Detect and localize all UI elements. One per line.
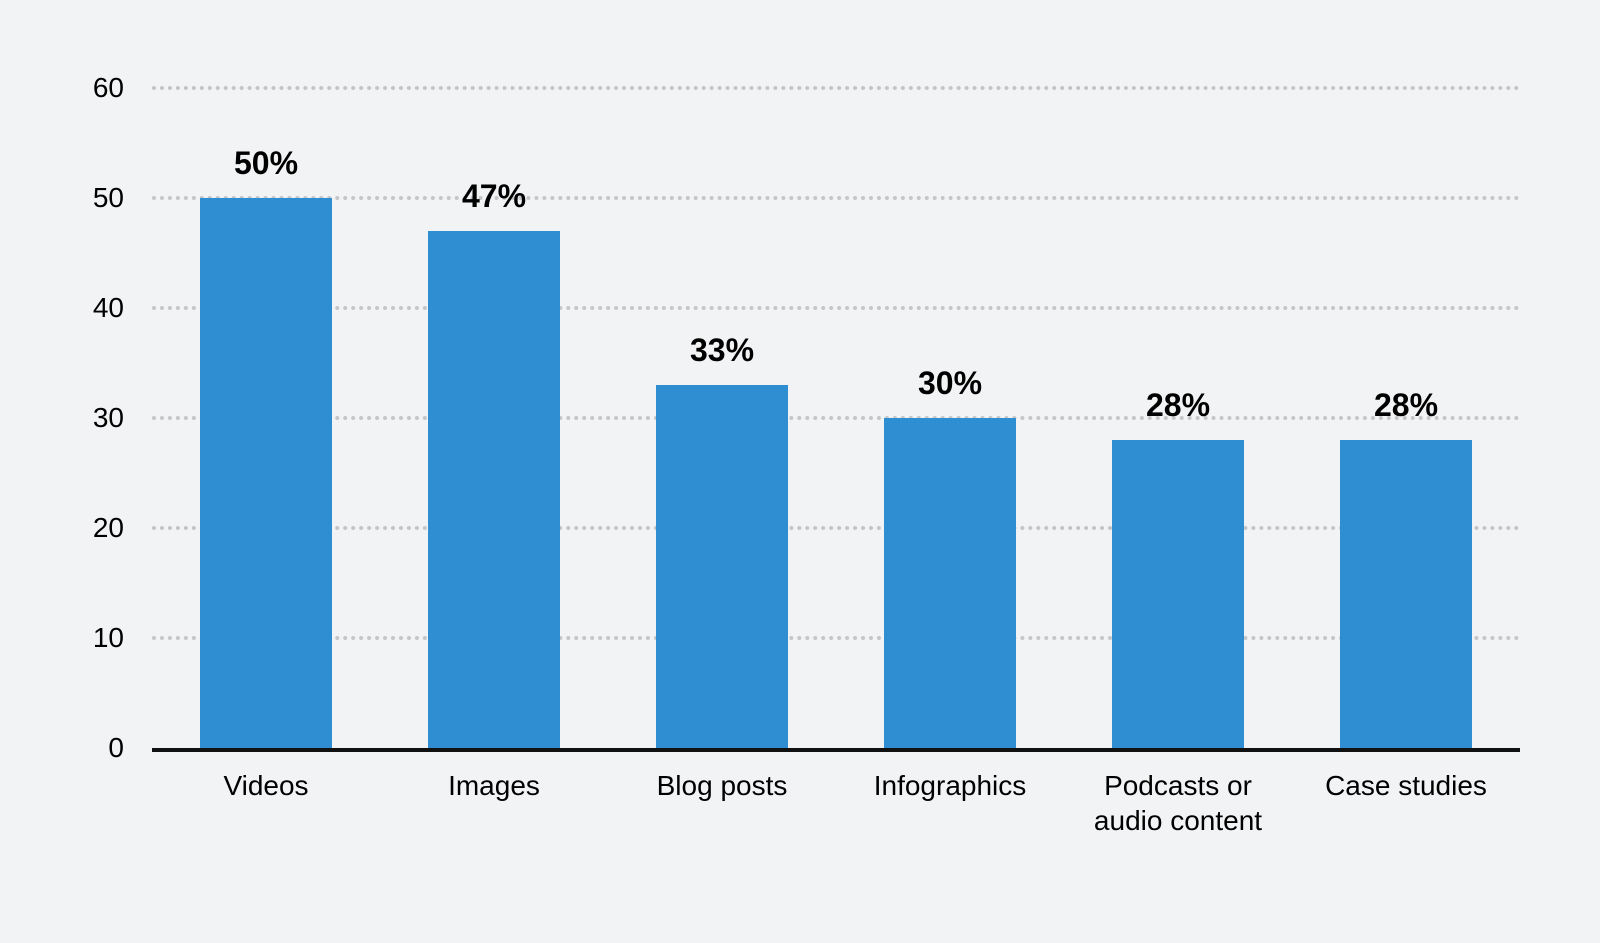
bar-value-label: 47% xyxy=(462,178,526,215)
y-tick-label: 30 xyxy=(93,402,124,434)
bar-chart: 010203040506050%Videos47%Images33%Blog p… xyxy=(152,88,1520,748)
x-axis-line xyxy=(152,748,1520,752)
bar: 28% xyxy=(1340,440,1472,748)
y-tick-label: 10 xyxy=(93,622,124,654)
x-tick-label: Case studies xyxy=(1306,768,1506,803)
grid-line xyxy=(152,306,1520,310)
plot-area: 010203040506050%Videos47%Images33%Blog p… xyxy=(152,88,1520,748)
grid-line xyxy=(152,526,1520,530)
bar: 47% xyxy=(428,231,560,748)
bar: 33% xyxy=(656,385,788,748)
x-tick-label: Podcasts or audio content xyxy=(1078,768,1278,838)
x-tick-label: Infographics xyxy=(850,768,1050,803)
x-tick-label: Blog posts xyxy=(622,768,822,803)
grid-line xyxy=(152,196,1520,200)
y-tick-label: 50 xyxy=(93,182,124,214)
grid-line xyxy=(152,636,1520,640)
bar-value-label: 28% xyxy=(1374,387,1438,424)
bar-value-label: 30% xyxy=(918,365,982,402)
y-tick-label: 20 xyxy=(93,512,124,544)
y-tick-label: 40 xyxy=(93,292,124,324)
grid-line xyxy=(152,416,1520,420)
bar-value-label: 50% xyxy=(234,145,298,182)
grid-line xyxy=(152,86,1520,90)
bar: 50% xyxy=(200,198,332,748)
x-tick-label: Images xyxy=(394,768,594,803)
y-tick-label: 60 xyxy=(93,72,124,104)
y-tick-label: 0 xyxy=(108,732,124,764)
bar: 30% xyxy=(884,418,1016,748)
x-tick-label: Videos xyxy=(166,768,366,803)
bar-value-label: 28% xyxy=(1146,387,1210,424)
bar-value-label: 33% xyxy=(690,332,754,369)
bar: 28% xyxy=(1112,440,1244,748)
